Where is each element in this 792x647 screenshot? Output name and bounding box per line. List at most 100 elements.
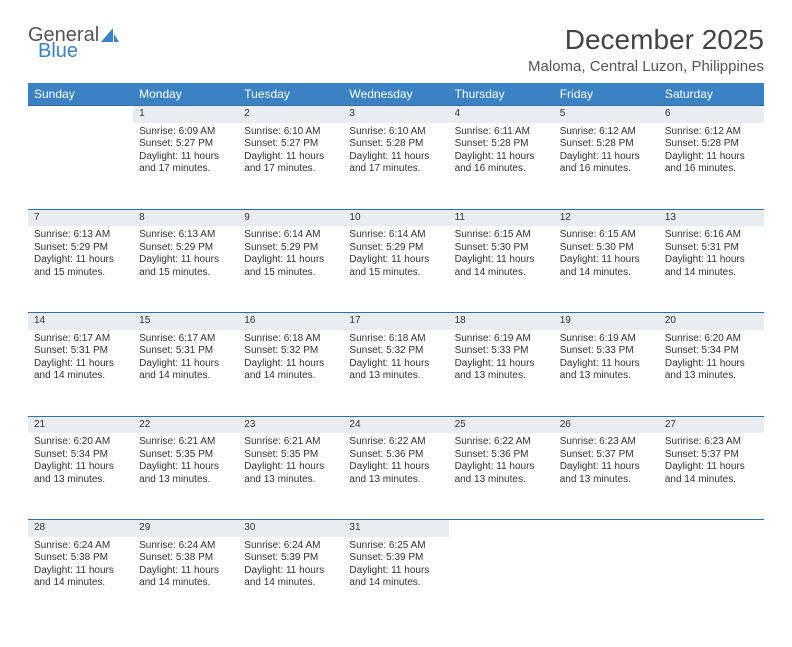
daylight-label: Daylight:: [560, 151, 599, 162]
daylight-line: Daylight: 11 hours and 14 minutes.: [244, 565, 337, 590]
sunset-value: 5:29 PM: [281, 242, 318, 253]
day-number: 25: [455, 419, 466, 430]
daylight-label: Daylight:: [455, 151, 494, 162]
day-cell: Sunrise: 6:20 AMSunset: 5:34 PMDaylight:…: [659, 330, 764, 417]
day-cell: Sunrise: 6:15 AMSunset: 5:30 PMDaylight:…: [449, 226, 554, 313]
daylight-label: Daylight:: [34, 461, 73, 472]
sunrise-label: Sunrise:: [349, 126, 386, 137]
day-cell: [659, 537, 764, 623]
day-number-cell: 23: [238, 416, 343, 433]
day-number: 3: [349, 108, 355, 119]
day-number-cell: 22: [133, 416, 238, 433]
daylight-label: Daylight:: [349, 461, 388, 472]
day-number-row: 123456: [28, 106, 764, 123]
sunset-value: 5:27 PM: [281, 138, 318, 149]
daylight-label: Daylight:: [244, 461, 283, 472]
weekday-header: Thursday: [449, 83, 554, 106]
day-number: 29: [139, 522, 150, 533]
sunset-line: Sunset: 5:34 PM: [665, 345, 758, 358]
daylight-line: Daylight: 11 hours and 14 minutes.: [139, 358, 232, 383]
weekday-header: Saturday: [659, 83, 764, 106]
day-cell: Sunrise: 6:22 AMSunset: 5:36 PMDaylight:…: [343, 433, 448, 520]
day-number-cell: 16: [238, 313, 343, 330]
sunset-label: Sunset:: [455, 345, 489, 356]
sunset-label: Sunset:: [244, 345, 278, 356]
day-content-row: Sunrise: 6:17 AMSunset: 5:31 PMDaylight:…: [28, 330, 764, 417]
weekday-header-row: Sunday Monday Tuesday Wednesday Thursday…: [28, 83, 764, 106]
sunset-value: 5:30 PM: [491, 242, 528, 253]
day-number-cell: 6: [659, 106, 764, 123]
sunset-line: Sunset: 5:30 PM: [455, 242, 548, 255]
day-number: 1: [139, 108, 145, 119]
sunset-value: 5:28 PM: [491, 138, 528, 149]
sunrise-line: Sunrise: 6:24 AM: [139, 540, 232, 553]
sunset-label: Sunset:: [34, 552, 68, 563]
daylight-label: Daylight:: [560, 358, 599, 369]
sunrise-line: Sunrise: 6:15 AM: [455, 229, 548, 242]
day-number: 4: [455, 108, 461, 119]
day-number-cell: 4: [449, 106, 554, 123]
day-cell-body: Sunrise: 6:21 AMSunset: 5:35 PMDaylight:…: [238, 433, 343, 492]
day-number: 24: [349, 419, 360, 430]
sunset-line: Sunset: 5:31 PM: [665, 242, 758, 255]
sunset-value: 5:35 PM: [281, 449, 318, 460]
sunrise-line: Sunrise: 6:21 AM: [244, 436, 337, 449]
day-number: 7: [34, 212, 40, 223]
day-cell: Sunrise: 6:16 AMSunset: 5:31 PMDaylight:…: [659, 226, 764, 313]
day-number-cell: 31: [343, 520, 448, 537]
day-cell-body: Sunrise: 6:17 AMSunset: 5:31 PMDaylight:…: [28, 330, 133, 389]
sunrise-value: 6:24 AM: [73, 540, 110, 551]
day-cell-body: Sunrise: 6:17 AMSunset: 5:31 PMDaylight:…: [133, 330, 238, 389]
sunrise-line: Sunrise: 6:23 AM: [665, 436, 758, 449]
day-number: 15: [139, 315, 150, 326]
sunrise-label: Sunrise:: [34, 540, 71, 551]
sunrise-line: Sunrise: 6:15 AM: [560, 229, 653, 242]
sunset-label: Sunset:: [349, 552, 383, 563]
day-number-cell: 2: [238, 106, 343, 123]
sunrise-value: 6:24 AM: [179, 540, 216, 551]
weekday-header: Sunday: [28, 83, 133, 106]
sunset-line: Sunset: 5:27 PM: [139, 138, 232, 151]
calendar-table: Sunday Monday Tuesday Wednesday Thursday…: [28, 83, 764, 623]
sunrise-value: 6:17 AM: [73, 333, 110, 344]
sunrise-label: Sunrise:: [455, 126, 492, 137]
sunset-value: 5:33 PM: [596, 345, 633, 356]
day-number-cell: 25: [449, 416, 554, 433]
day-number: 5: [560, 108, 566, 119]
day-number: 12: [560, 212, 571, 223]
sunrise-value: 6:15 AM: [494, 229, 531, 240]
daylight-line: Daylight: 11 hours and 14 minutes.: [560, 254, 653, 279]
daylight-label: Daylight:: [349, 254, 388, 265]
day-number-cell: 19: [554, 313, 659, 330]
sunset-label: Sunset:: [665, 345, 699, 356]
sunrise-line: Sunrise: 6:17 AM: [34, 333, 127, 346]
sunset-line: Sunset: 5:31 PM: [139, 345, 232, 358]
daylight-line: Daylight: 11 hours and 13 minutes.: [455, 358, 548, 383]
sunrise-label: Sunrise:: [455, 333, 492, 344]
day-number-row: 28293031: [28, 520, 764, 537]
daylight-line: Daylight: 11 hours and 13 minutes.: [665, 358, 758, 383]
sunrise-value: 6:22 AM: [389, 436, 426, 447]
sunrise-value: 6:16 AM: [704, 229, 741, 240]
daylight-label: Daylight:: [34, 254, 73, 265]
sunset-value: 5:38 PM: [71, 552, 108, 563]
sunrise-value: 6:20 AM: [704, 333, 741, 344]
sunset-label: Sunset:: [665, 242, 699, 253]
daylight-line: Daylight: 11 hours and 13 minutes.: [34, 461, 127, 486]
day-number-cell: 11: [449, 209, 554, 226]
sunrise-line: Sunrise: 6:10 AM: [349, 126, 442, 139]
sunset-value: 5:29 PM: [386, 242, 423, 253]
sunrise-value: 6:18 AM: [284, 333, 321, 344]
day-number-cell: 24: [343, 416, 448, 433]
day-content-row: Sunrise: 6:09 AMSunset: 5:27 PMDaylight:…: [28, 123, 764, 210]
day-number-cell: 9: [238, 209, 343, 226]
sunrise-value: 6:19 AM: [494, 333, 531, 344]
sunrise-label: Sunrise:: [34, 229, 71, 240]
day-cell: Sunrise: 6:19 AMSunset: 5:33 PMDaylight:…: [554, 330, 659, 417]
sunrise-line: Sunrise: 6:11 AM: [455, 126, 548, 139]
sunset-value: 5:38 PM: [176, 552, 213, 563]
sunset-line: Sunset: 5:33 PM: [455, 345, 548, 358]
sunrise-line: Sunrise: 6:24 AM: [34, 540, 127, 553]
sunset-value: 5:34 PM: [702, 345, 739, 356]
sunrise-line: Sunrise: 6:14 AM: [244, 229, 337, 242]
